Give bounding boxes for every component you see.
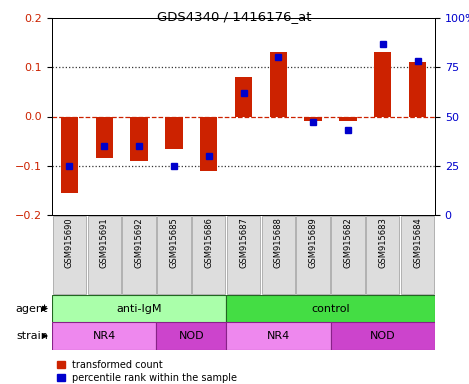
Bar: [130, 116, 148, 161]
Text: NR4: NR4: [92, 331, 116, 341]
Text: anti-IgM: anti-IgM: [116, 303, 162, 313]
Text: strain: strain: [16, 331, 48, 341]
Bar: [165, 116, 182, 149]
Bar: [52, 295, 226, 322]
Text: GSM915688: GSM915688: [274, 217, 283, 268]
Text: NR4: NR4: [267, 331, 290, 341]
Bar: [296, 216, 330, 294]
Text: GDS4340 / 1416176_at: GDS4340 / 1416176_at: [157, 10, 312, 23]
Bar: [235, 77, 252, 116]
Bar: [88, 216, 121, 294]
Text: GSM915692: GSM915692: [135, 217, 144, 268]
Text: agent: agent: [15, 303, 48, 313]
Bar: [53, 216, 86, 294]
Bar: [226, 295, 435, 322]
Text: NOD: NOD: [370, 331, 395, 341]
Bar: [96, 116, 113, 158]
Bar: [331, 322, 435, 350]
Bar: [227, 216, 260, 294]
Text: control: control: [311, 303, 350, 313]
Text: GSM915683: GSM915683: [378, 217, 387, 268]
Bar: [374, 53, 392, 116]
Bar: [52, 322, 157, 350]
Bar: [157, 322, 226, 350]
Text: GSM915686: GSM915686: [204, 217, 213, 268]
Bar: [200, 116, 218, 170]
Text: GSM915687: GSM915687: [239, 217, 248, 268]
Bar: [157, 216, 190, 294]
Bar: [331, 216, 365, 294]
Bar: [401, 216, 434, 294]
Bar: [192, 216, 226, 294]
Text: GSM915689: GSM915689: [309, 217, 318, 268]
Bar: [304, 116, 322, 121]
Text: GSM915684: GSM915684: [413, 217, 422, 268]
Bar: [366, 216, 400, 294]
Bar: [270, 53, 287, 116]
Legend: transformed count, percentile rank within the sample: transformed count, percentile rank withi…: [57, 360, 237, 383]
Bar: [262, 216, 295, 294]
Text: GSM915690: GSM915690: [65, 217, 74, 268]
Bar: [122, 216, 156, 294]
Text: GSM915682: GSM915682: [343, 217, 353, 268]
Bar: [226, 322, 331, 350]
Text: GSM915691: GSM915691: [100, 217, 109, 268]
Text: NOD: NOD: [179, 331, 204, 341]
Bar: [409, 62, 426, 116]
Text: GSM915685: GSM915685: [169, 217, 178, 268]
Bar: [339, 116, 356, 121]
Bar: [61, 116, 78, 193]
